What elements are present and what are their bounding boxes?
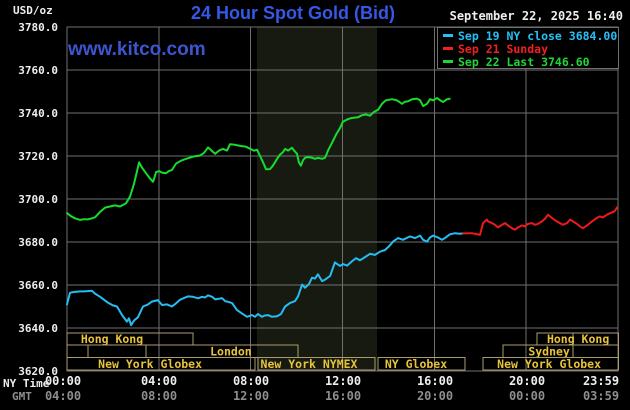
y-tick-label: 3700.0 [18, 192, 58, 206]
session-label: Hong Kong [81, 332, 143, 346]
y-tick-label: 3760.0 [18, 63, 58, 77]
series-line-2 [66, 97, 451, 221]
legend-dash-icon [443, 34, 453, 37]
gmt-axis-label: GMT [12, 390, 32, 403]
legend-dash-icon [443, 47, 453, 50]
x-tick-ny: 23:59 [582, 374, 620, 388]
y-tick-label: 3740.0 [18, 106, 58, 120]
x-tick-ny: 16:00 [416, 374, 454, 388]
x-tick-gmt: 12:00 [232, 388, 270, 403]
session-box [66, 357, 256, 371]
session-label: NY Globex [385, 357, 447, 371]
x-tick-ny: 12:00 [324, 374, 362, 388]
session-label: Sydney [528, 344, 570, 358]
legend-label: Sep 22 Last 3746.60 [458, 54, 590, 69]
x-tick-gmt: 08:00 [140, 388, 178, 403]
x-tick-ny: 20:00 [508, 374, 546, 388]
x-tick-gmt: 03:59 [582, 388, 620, 403]
session-box [377, 357, 466, 371]
legend-dash-icon [443, 60, 453, 63]
x-tick-gmt: 16:00 [324, 388, 362, 403]
session-label: New York NYMEX [261, 357, 358, 371]
y-tick-label: 3620.0 [18, 364, 58, 378]
x-tick-ny: 08:00 [232, 374, 270, 388]
legend-label: Sep 21 Sunday [458, 41, 549, 56]
session-label: New York Globex [497, 357, 601, 371]
x-tick-gmt: 04:00 [44, 388, 82, 403]
x-tick-gmt: 00:00 [508, 388, 546, 403]
plot-border [66, 26, 619, 372]
legend-item: Sep 21 Sunday [443, 41, 618, 56]
y-tick-label: 3680.0 [18, 235, 58, 249]
legend-item: Sep 19 NY close 3684.00 [443, 28, 618, 43]
x-tick-gmt: 20:00 [416, 388, 454, 403]
session-box [66, 344, 89, 358]
y-tick-label: 3780.0 [18, 20, 58, 34]
y-tick-label: 3660.0 [18, 278, 58, 292]
session-box [257, 357, 376, 371]
series-line-1 [462, 206, 619, 236]
chart-title: 24 Hour Spot Gold (Bid) [191, 3, 395, 23]
x-tick-ny: 00:00 [44, 374, 82, 388]
legend-label: Sep 19 NY close 3684.00 [458, 28, 618, 43]
session-label: New York Globex [98, 357, 202, 371]
session-box [482, 357, 619, 371]
kitco-watermark-link[interactable]: www.kitco.com [68, 39, 206, 60]
legend-item: Sep 22 Last 3746.60 [443, 54, 618, 69]
session-label: Hong Kong [547, 332, 609, 346]
y-tick-label: 3640.0 [18, 321, 58, 335]
ny-time-axis-label: NY Time [3, 377, 50, 390]
datetime-label: September 22, 2025 16:40 [449, 9, 623, 23]
y-axis-unit-label: USD/oz [13, 4, 53, 17]
session-box [87, 344, 147, 358]
gridlines [67, 27, 618, 371]
legend: Sep 19 NY close 3684.00 Sep 21 Sunday Sep … [437, 27, 619, 69]
session-label: London [210, 344, 252, 358]
x-tick-ny: 04:00 [140, 374, 178, 388]
y-tick-label: 3720.0 [18, 149, 58, 163]
series-line-0 [66, 232, 464, 327]
